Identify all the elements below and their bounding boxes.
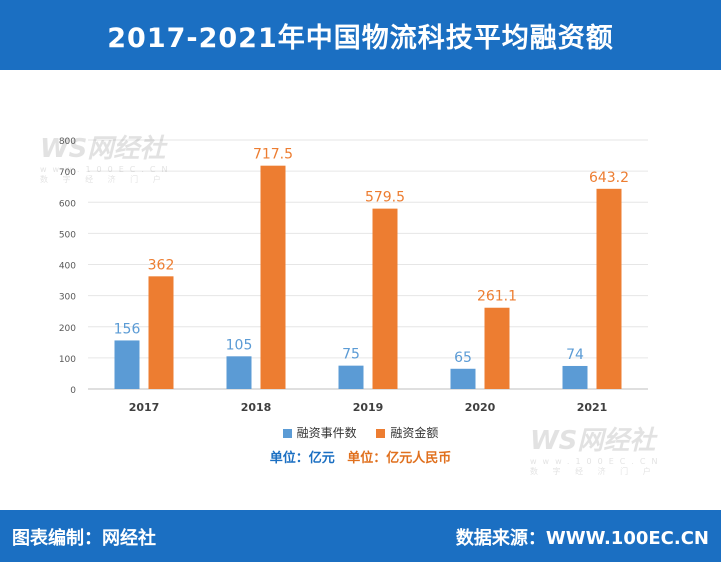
y-tick-label: 200	[59, 324, 76, 334]
y-tick-label: 700	[59, 168, 76, 178]
data-label: 65	[454, 350, 472, 366]
unit-amount: 单位：亿元人民币	[347, 451, 452, 466]
legend-label-series1: 融资事件数	[296, 426, 357, 440]
data-label: 156	[114, 321, 141, 337]
y-tick-label: 0	[70, 386, 76, 396]
legend-swatch-series2	[376, 429, 386, 438]
chart-title: 2017-2021年中国物流科技平均融资额	[107, 22, 614, 54]
y-tick-label: 500	[59, 230, 76, 240]
bar-count	[114, 340, 140, 389]
y-tick-label: 400	[59, 262, 76, 272]
footer-credit: 图表编制：网经社	[12, 528, 156, 549]
y-tick-label: 600	[59, 199, 76, 209]
bar-chart: 0 100 200 300 400 500 600 700 800 156 362 2017 105 71…	[59, 137, 648, 414]
footer-source: 数据来源：WWW.100EC.CN	[455, 528, 709, 549]
header-bar: 2017-2021年中国物流科技平均融资额	[0, 0, 721, 70]
unit-count: 单位：亿元	[269, 451, 335, 466]
x-tick-label: 2021	[577, 401, 608, 414]
x-tick-label: 2018	[241, 401, 272, 414]
bar-amount	[372, 208, 398, 389]
bar-amount	[148, 276, 174, 389]
x-tick-label: 2020	[465, 401, 496, 414]
bar-count	[562, 365, 588, 389]
chart-area: 0 100 200 300 400 500 600 700 800 156 362 2017 105 71…	[0, 70, 721, 510]
x-tick-label: 2017	[129, 401, 160, 414]
watermark-tagline: 数 字 经 济 门 户	[40, 175, 167, 184]
data-label: 105	[226, 337, 253, 353]
watermark-top: WS网经社 www.100EC.CN 数 字 经 济 门 户	[40, 128, 173, 185]
bar-count	[450, 368, 476, 389]
y-tick-label: 100	[59, 355, 76, 365]
chart-legend: 融资事件数 融资金额	[0, 424, 721, 441]
data-label: 717.5	[253, 147, 293, 163]
legend-item-series1: 融资事件数	[282, 424, 357, 441]
bar-amount	[260, 165, 286, 389]
legend-label-series2: 融资金额	[390, 426, 439, 440]
watermark-url: www.100EC.CN	[40, 165, 174, 174]
watermark-url: www.100EC.CN	[530, 457, 664, 466]
data-label: 74	[566, 347, 584, 363]
data-label: 643.2	[589, 170, 629, 186]
data-label: 579.5	[365, 190, 405, 206]
watermark-logo: WS网经社	[530, 426, 656, 456]
watermark-tagline: 数 字 经 济 门 户	[530, 467, 657, 476]
bar-amount	[596, 188, 622, 389]
footer-bar: 图表编制：网经社 数据来源：WWW.100EC.CN	[0, 510, 721, 562]
watermark-bottom: WS网经社 www.100EC.CN 数 字 经 济 门 户	[530, 420, 663, 477]
bar-count	[338, 365, 364, 389]
x-tick-label: 2019	[353, 401, 384, 414]
watermark-logo: WS网经社	[40, 134, 166, 164]
legend-item-series2: 融资金额	[376, 424, 438, 441]
data-label: 362	[148, 257, 175, 273]
y-tick-label: 800	[59, 137, 76, 147]
y-tick-label: 300	[59, 293, 76, 303]
data-label: 75	[342, 347, 360, 363]
legend-swatch-series1	[282, 429, 292, 438]
bar-amount	[484, 307, 510, 389]
unit-notes: 单位：亿元 单位：亿元人民币	[0, 447, 721, 466]
data-label: 261.1	[477, 289, 517, 305]
bar-count	[226, 356, 252, 389]
